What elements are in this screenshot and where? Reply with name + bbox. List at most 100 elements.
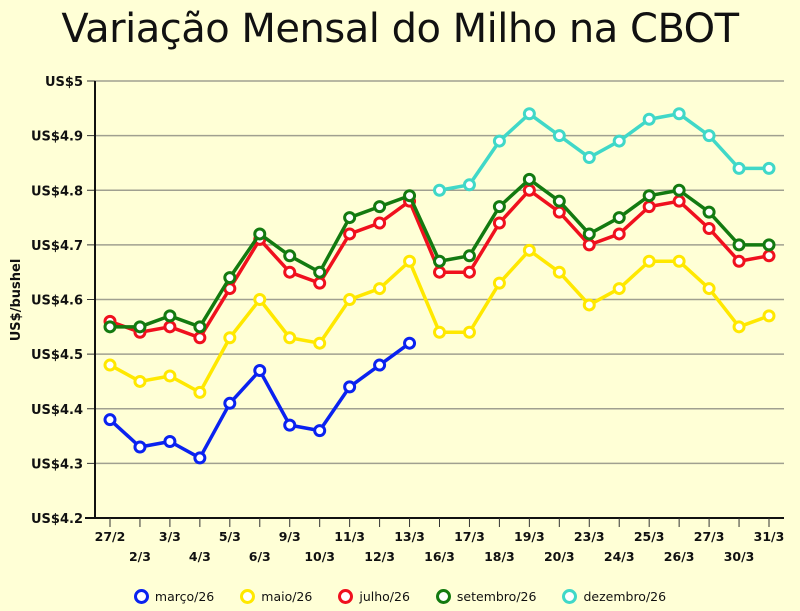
data-point[interactable] bbox=[403, 189, 417, 203]
data-point[interactable] bbox=[403, 336, 417, 350]
legend-item[interactable]: maio/26 bbox=[240, 589, 312, 604]
data-point[interactable] bbox=[313, 265, 327, 279]
data-point[interactable] bbox=[103, 320, 117, 334]
data-point[interactable] bbox=[612, 134, 626, 148]
data-point[interactable] bbox=[223, 396, 237, 410]
data-point[interactable] bbox=[552, 205, 566, 219]
data-point[interactable] bbox=[103, 413, 117, 427]
data-point[interactable] bbox=[612, 227, 626, 241]
data-point[interactable] bbox=[133, 374, 147, 388]
data-point[interactable] bbox=[373, 358, 387, 372]
data-point[interactable] bbox=[522, 172, 536, 186]
data-point[interactable] bbox=[343, 227, 357, 241]
x-tick-label: 27/2 bbox=[95, 529, 126, 544]
data-point[interactable] bbox=[403, 254, 417, 268]
legend-label: maio/26 bbox=[261, 589, 313, 604]
data-point[interactable] bbox=[522, 243, 536, 257]
data-point[interactable] bbox=[612, 211, 626, 225]
data-point[interactable] bbox=[433, 183, 446, 197]
data-point[interactable] bbox=[163, 309, 177, 323]
data-point[interactable] bbox=[762, 309, 776, 323]
data-point[interactable] bbox=[702, 282, 716, 296]
data-point[interactable] bbox=[672, 194, 686, 208]
data-point[interactable] bbox=[672, 183, 686, 197]
data-point[interactable] bbox=[672, 107, 686, 121]
data-point[interactable] bbox=[732, 238, 746, 252]
data-point[interactable] bbox=[462, 178, 476, 192]
data-point[interactable] bbox=[462, 265, 476, 279]
legend: março/26 maio/26 julho/26 setembro/26 dezemb… bbox=[0, 589, 800, 604]
x-tick-label: 13/3 bbox=[394, 529, 425, 544]
data-point[interactable] bbox=[433, 254, 446, 268]
data-point[interactable] bbox=[582, 227, 596, 241]
data-point[interactable] bbox=[313, 424, 327, 438]
data-point[interactable] bbox=[702, 221, 716, 235]
data-point[interactable] bbox=[552, 129, 566, 143]
chart-title: Variação Mensal do Milho na CBOT bbox=[61, 6, 739, 52]
data-point[interactable] bbox=[462, 325, 476, 339]
data-point[interactable] bbox=[552, 265, 566, 279]
data-point[interactable] bbox=[313, 276, 327, 290]
data-point[interactable] bbox=[133, 440, 147, 454]
data-point[interactable] bbox=[582, 150, 596, 164]
data-point[interactable] bbox=[522, 107, 536, 121]
data-point[interactable] bbox=[103, 358, 117, 372]
data-point[interactable] bbox=[702, 129, 716, 143]
data-point[interactable] bbox=[373, 200, 387, 214]
data-point[interactable] bbox=[492, 216, 506, 230]
legend-item[interactable]: setembro/26 bbox=[435, 589, 536, 604]
data-point[interactable] bbox=[343, 380, 357, 394]
data-point[interactable] bbox=[462, 249, 476, 263]
data-point[interactable] bbox=[223, 271, 237, 285]
data-point[interactable] bbox=[612, 282, 626, 296]
data-point[interactable] bbox=[582, 298, 596, 312]
data-point[interactable] bbox=[283, 265, 297, 279]
data-point[interactable] bbox=[642, 200, 656, 214]
data-point[interactable] bbox=[163, 369, 177, 383]
data-point[interactable] bbox=[163, 320, 177, 334]
data-point[interactable] bbox=[253, 227, 267, 241]
data-point[interactable] bbox=[373, 282, 387, 296]
y-tick-label: US$4.2 bbox=[31, 512, 83, 527]
data-point[interactable] bbox=[343, 293, 357, 306]
data-point[interactable] bbox=[253, 364, 267, 378]
data-point[interactable] bbox=[193, 320, 207, 334]
data-point[interactable] bbox=[433, 265, 446, 279]
data-point[interactable] bbox=[223, 331, 237, 345]
data-point[interactable] bbox=[582, 238, 596, 252]
data-point[interactable] bbox=[313, 336, 327, 350]
data-point[interactable] bbox=[702, 205, 716, 219]
legend-item[interactable]: julho/26 bbox=[338, 589, 410, 604]
data-point[interactable] bbox=[193, 451, 207, 465]
data-point[interactable] bbox=[193, 331, 207, 345]
data-point[interactable] bbox=[283, 331, 297, 345]
data-point[interactable] bbox=[522, 183, 536, 197]
data-point[interactable] bbox=[492, 276, 506, 290]
data-point[interactable] bbox=[433, 325, 446, 339]
data-point[interactable] bbox=[283, 249, 297, 263]
data-point[interactable] bbox=[283, 418, 297, 432]
data-point[interactable] bbox=[552, 194, 566, 208]
data-point[interactable] bbox=[253, 293, 267, 306]
data-point[interactable] bbox=[642, 254, 656, 268]
legend-item[interactable]: março/26 bbox=[133, 589, 214, 604]
x-tick-label: 26/3 bbox=[664, 549, 695, 564]
data-point[interactable] bbox=[343, 211, 357, 225]
data-point[interactable] bbox=[762, 161, 776, 175]
data-point[interactable] bbox=[732, 161, 746, 175]
data-point[interactable] bbox=[373, 216, 387, 230]
data-point[interactable] bbox=[762, 249, 776, 263]
data-point[interactable] bbox=[732, 320, 746, 334]
data-point[interactable] bbox=[133, 320, 147, 334]
data-point[interactable] bbox=[193, 385, 207, 399]
data-point[interactable] bbox=[492, 134, 506, 148]
data-point[interactable] bbox=[492, 200, 506, 214]
data-point[interactable] bbox=[163, 435, 177, 449]
data-point[interactable] bbox=[642, 112, 656, 126]
data-point[interactable] bbox=[642, 189, 656, 203]
legend-item[interactable]: dezembro/26 bbox=[562, 589, 666, 604]
y-tick-label: US$4.3 bbox=[31, 457, 83, 472]
data-point[interactable] bbox=[672, 254, 686, 268]
data-point[interactable] bbox=[762, 238, 776, 252]
data-point[interactable] bbox=[732, 254, 746, 268]
